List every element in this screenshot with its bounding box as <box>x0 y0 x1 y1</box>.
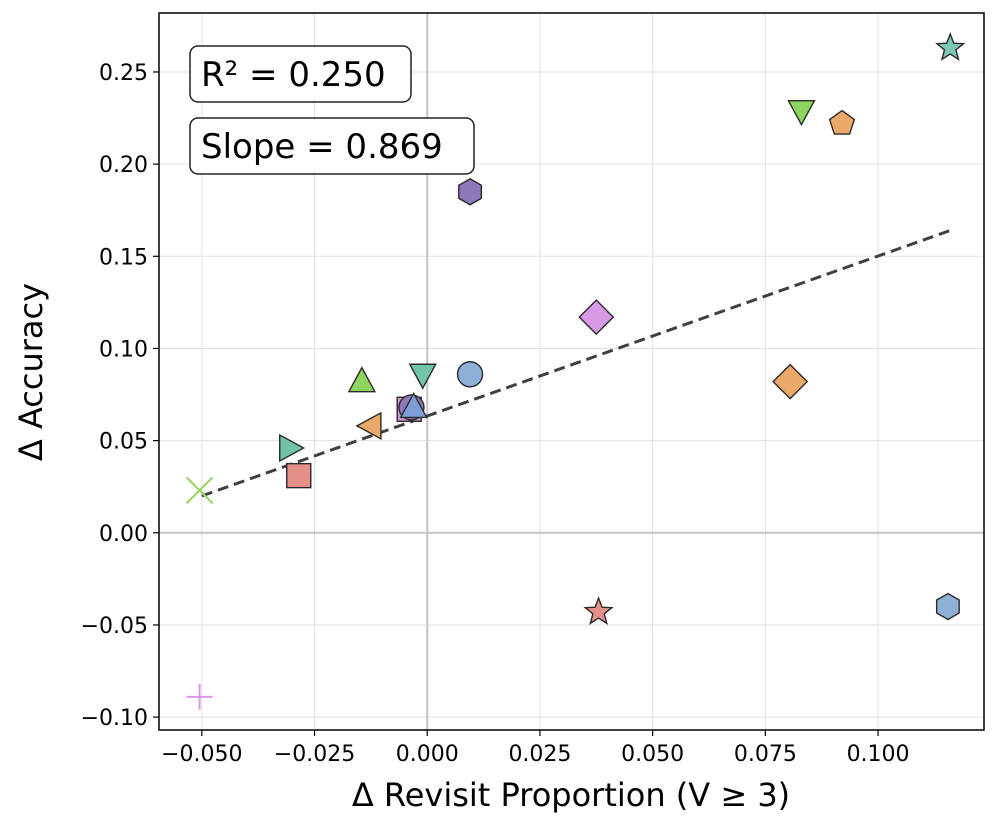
triangle-left-marker-shape <box>355 411 382 441</box>
triangle-up-marker-shape <box>347 366 377 393</box>
slope-box <box>189 117 475 175</box>
hexagon-marker-shape <box>935 592 960 621</box>
x-tick-label: 0.050 <box>621 742 684 767</box>
triangle-up-marker-shape <box>399 391 428 419</box>
diamond-marker-shape <box>578 299 615 336</box>
data-point-triangle-up <box>399 391 428 419</box>
pentagon-marker-shape <box>828 109 856 135</box>
y-tick-label: 0.05 <box>99 430 148 455</box>
data-point-triangle-left <box>355 411 382 441</box>
data-point-hexagon <box>458 177 483 206</box>
x-tick-label: 0.075 <box>734 742 797 767</box>
star-marker-shape <box>935 32 966 61</box>
r-squared-box <box>189 45 412 103</box>
circle-marker-shape <box>456 361 484 388</box>
triangle-down-marker-shape <box>787 99 816 127</box>
data-point-pentagon <box>828 109 856 135</box>
y-tick-label: −0.05 <box>81 614 148 639</box>
x-tick-label: −0.025 <box>274 742 355 767</box>
data-point-circle <box>456 361 484 388</box>
y-tick-label: 0.20 <box>99 153 148 178</box>
data-points <box>185 32 966 710</box>
y-axis-label: Δ Accuracy <box>12 283 50 461</box>
x-tick-label: 0.025 <box>508 742 571 767</box>
y-tick-label: 0.25 <box>99 61 148 86</box>
y-tick-label: 0.15 <box>99 245 148 270</box>
slope-text: Slope = 0.869 <box>201 127 443 167</box>
y-tick-label: 0.00 <box>99 522 148 547</box>
x-axis-label: Δ Revisit Proportion (V ≥ 3) <box>352 776 790 814</box>
slope-annotation: Slope = 0.869 <box>189 117 475 175</box>
hexagon-marker-shape <box>458 177 483 206</box>
data-point-star <box>583 596 614 625</box>
data-point-triangle-down <box>408 363 437 390</box>
fit-line <box>201 229 951 498</box>
r-squared-annotation: R² = 0.250 <box>189 45 412 103</box>
star-marker-shape <box>583 596 614 625</box>
diamond-marker-shape <box>772 363 809 400</box>
data-point-star <box>935 32 966 61</box>
data-point-triangle-right <box>279 433 306 463</box>
x-tick-label: 0.100 <box>847 742 910 767</box>
x-tick-label: 0.000 <box>396 742 459 767</box>
square-marker-shape <box>286 462 312 489</box>
triangle-down-marker-shape <box>408 363 437 390</box>
data-point-square <box>286 462 312 489</box>
r-squared-text: R² = 0.250 <box>201 55 386 95</box>
x-marker-stroke <box>185 476 214 505</box>
y-tick-label: 0.10 <box>99 337 148 362</box>
data-point-hexagon <box>935 592 960 621</box>
data-point-plus <box>186 683 213 710</box>
data-point-x <box>185 476 214 505</box>
x-tick-label: −0.050 <box>161 742 242 767</box>
triangle-right-marker-shape <box>279 433 306 463</box>
data-point-triangle-up <box>347 366 377 393</box>
y-tick-label: −0.10 <box>81 706 148 731</box>
data-point-triangle-down <box>787 99 816 127</box>
plot-frame <box>158 12 985 731</box>
data-point-diamond <box>578 299 615 336</box>
fit-line-group <box>201 229 951 498</box>
data-point-diamond <box>772 363 809 400</box>
ticks: −0.050 −0.025 0.000 0.025 0.050 0.075 0.100 −0.… <box>81 61 910 767</box>
